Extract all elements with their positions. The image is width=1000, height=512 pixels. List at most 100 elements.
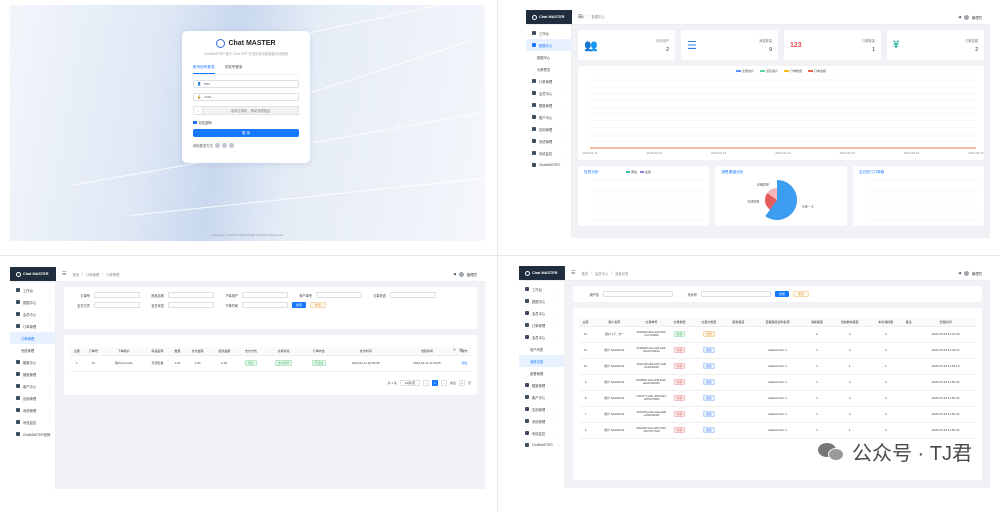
login-button[interactable]: 登 录 [193,129,299,137]
menu-toggle-icon[interactable]: ☰ [62,271,67,277]
tab-password-login[interactable]: 账号密码登录 [193,65,215,74]
sidebar-item[interactable]: 充值管理 [10,344,55,356]
username[interactable]: 管理员 [971,271,982,276]
sidebar-item[interactable]: 系统监控 ⌄ [526,147,571,159]
admin-brand[interactable]: Chat MASTER [10,267,56,281]
sidebar-item[interactable]: 系统管理 ⌄ [10,404,55,416]
sidebar-item[interactable]: 会员中心 ⌄ [10,308,55,320]
goto-page-input[interactable]: 1 [458,379,465,386]
sidebar-item[interactable]: 会员中心 ⌄ [519,307,564,319]
sidebar-item[interactable]: 用户列表 [519,343,564,355]
speaker-icon[interactable]: ◀ [453,272,456,276]
sidebar-item[interactable]: 额度中心 ⌄ [10,356,55,368]
sidebar-item[interactable]: 数据中心 [526,51,571,63]
menu-toggle-icon[interactable]: ☰ [571,270,576,276]
breadcrumb-item[interactable]: 订单管理 [86,272,100,277]
serial-no-input[interactable] [701,291,771,297]
order-user-input[interactable] [242,292,288,298]
order-time-range[interactable] [242,302,288,308]
search-button[interactable]: 搜索 [292,302,307,308]
pay-status-select[interactable] [168,302,214,308]
sidebar-item[interactable]: 应用管理 ⌄ [526,123,571,135]
sidebar-item[interactable]: 系统监控 ⌄ [519,427,564,439]
sidebar-item[interactable]: 系统监控 ⌄ [10,416,55,428]
sidebar-item[interactable]: 数据中心 ⌄ [526,39,571,51]
sidebar-item[interactable]: 大屏预览 [526,63,571,75]
admin-brand[interactable]: Chat MASTER [526,10,572,24]
sidebar-item[interactable]: 工作台 ⌄ [519,283,564,295]
sidebar-item[interactable]: 会员中心 ⌄ [526,87,571,99]
sidebar-item[interactable]: ChatMASTER官网 ⌄ [10,428,55,440]
slider-captcha[interactable]: › 请向右滑动，拖动完成验证 [193,106,299,115]
sidebar-item[interactable]: 系统管理 ⌄ [519,415,564,427]
sidebar-item[interactable]: 订单管理 [10,332,55,344]
sidebar-item[interactable]: 会员中心 ⌄ [519,331,564,343]
sidebar-item[interactable]: 额度管理 ⌄ [10,368,55,380]
breadcrumb-item[interactable]: 首页 [578,15,585,19]
reset-button[interactable]: 重置 [310,302,327,308]
legend-item[interactable]: 活跃用户 [759,69,778,73]
username-input[interactable] [603,291,673,297]
sidebar-item[interactable]: 订单管理 ⌄ [10,320,55,332]
speaker-icon[interactable]: ◀ [958,15,961,19]
reset-button[interactable]: 重置 [793,291,810,297]
username[interactable]: 管理员 [971,15,982,20]
username-field[interactable]: 👤 test [193,80,299,88]
breadcrumb-item[interactable]: 首页 [72,272,80,277]
breadcrumb-item[interactable]: 会员中心 [595,271,609,276]
page-size-select[interactable]: 10条/页 [399,379,420,386]
table-cell: 1 [803,406,831,423]
prev-page-button[interactable]: ‹ [422,379,429,386]
page-number[interactable]: 1 [431,379,438,386]
refresh-icon[interactable]: ⟳ [452,347,457,352]
sidebar-item[interactable]: ChatMASTER ⌄ [526,159,571,171]
order-status-select[interactable] [390,292,436,298]
sidebar-item[interactable]: 应用管理 ⌄ [519,403,564,415]
remember-checkbox[interactable]: 记住密码 [193,120,299,125]
sidebar-item[interactable]: 额度管理 ⌄ [519,379,564,391]
sidebar-item[interactable]: 应用管理 ⌄ [10,392,55,404]
menu-toggle-icon[interactable]: ☰ [578,14,583,20]
sidebar-item[interactable]: ChatMASTER ⌄ [519,439,564,451]
wechat-login-icon[interactable] [214,143,220,148]
sidebar-item[interactable]: 订单管理 ⌄ [526,75,571,87]
columns-icon[interactable]: ▦ [459,347,463,352]
speaker-icon[interactable]: ◀ [958,271,961,275]
sidebar-item[interactable]: 客户中心 ⌄ [519,391,564,403]
legend-item[interactable]: 订单金额 [808,69,826,73]
detail-link[interactable]: 详情 [461,361,468,365]
sidebar-item[interactable]: 订单管理 ⌄ [519,319,564,331]
sidebar-item[interactable]: 工作台 ⌄ [10,284,55,296]
username[interactable]: 管理员 [466,272,477,277]
table-cell [725,326,752,343]
github-login-icon[interactable] [228,143,234,148]
avatar[interactable] [458,271,464,277]
legend-item[interactable]: 订单数量 [784,69,802,73]
table-cell: 29d0220b-f429-4a4a-ab98-e2f9f4d52d45 [636,406,667,423]
breadcrumb-item[interactable]: 首页 [581,271,589,276]
sidebar-item[interactable]: 额度管理 ⌄ [526,99,571,111]
search-button[interactable]: 搜索 [775,291,790,297]
sidebar-item[interactable]: 客户中心 ⌄ [526,111,571,123]
sidebar-item[interactable]: 消费记录 [519,355,564,367]
qq-login-icon[interactable] [221,143,227,148]
product-name-input[interactable] [168,292,214,298]
sidebar-item[interactable]: 数据中心 ⌄ [519,295,564,307]
avatar[interactable] [963,270,969,276]
checkbox-icon[interactable] [193,120,197,125]
next-page-button[interactable]: › [440,379,447,386]
sidebar-item[interactable]: 客户中心 ⌄ [10,380,55,392]
captcha-handle-icon[interactable]: › [194,107,203,114]
avatar[interactable] [963,14,969,20]
password-field[interactable]: 🔒 •••••• [193,93,299,101]
sidebar-item[interactable]: 工作台 ⌄ [526,27,571,39]
order-no-input[interactable] [94,292,140,298]
merchant-no-input[interactable] [316,292,362,298]
tab-phone-login[interactable]: 手机号登录 [224,65,243,69]
legend-item[interactable]: 注册用户 [735,69,754,73]
sidebar-item[interactable]: 系统管理 ⌄ [526,135,571,147]
sidebar-item[interactable]: 数据中心 ⌄ [10,296,55,308]
sidebar-item[interactable]: 套餐管理 [519,367,564,379]
pay-method-select[interactable] [94,302,140,308]
admin-brand[interactable]: Chat MASTER [519,266,565,280]
